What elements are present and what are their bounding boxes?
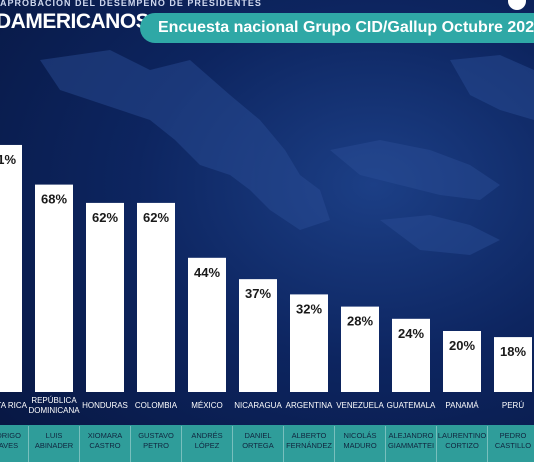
value-label: 62%: [143, 210, 169, 225]
president-name: ANDRÉS LÓPEZ: [191, 431, 222, 450]
president-name: DANIEL ORTEGA: [242, 431, 274, 450]
president-name: GUSTAVO PETRO: [138, 431, 174, 450]
region-title: DAMERICANOS: [0, 10, 150, 33]
bar: [341, 306, 379, 392]
president-name: LUIS ABINADER: [35, 431, 74, 450]
bar: [86, 202, 124, 392]
country-label: PANAMÁ: [445, 401, 479, 410]
bar-group: 28% VENEZUELA NICOLÁS MADURO: [336, 306, 384, 450]
bar-group: 18% PERÚ PEDRO CASTILLO: [494, 337, 532, 450]
bar: [137, 202, 175, 392]
president-name: PEDRO CASTILLO: [495, 431, 531, 450]
top-headline: APROBACIÓN DEL DESEMPEÑO DE PRESIDENTES: [0, 0, 262, 8]
bar-group: 20% PANAMÁ LAURENTINO CORTIZO: [438, 331, 487, 450]
value-label: 18%: [500, 344, 526, 359]
bar: [0, 144, 22, 392]
country-label: NICARAGUA: [234, 401, 282, 410]
value-label: 20%: [449, 338, 475, 353]
president-name: NICOLÁS MADURO: [343, 431, 376, 450]
country-label: REPÚBLICA DOMINICANA: [28, 396, 80, 415]
bar-group: 24% GUATEMALA ALEJANDRO GIAMMATTEI: [387, 318, 436, 450]
bar-group: 81% COSTA RICA RODRIGOCHAVES: [0, 144, 28, 450]
country-label: COLOMBIA: [135, 401, 178, 410]
president-name: RODRIGOCHAVES: [0, 431, 21, 450]
president-name-band: [0, 425, 534, 462]
country-label: COSTA RICA: [0, 401, 28, 410]
bar: [290, 294, 328, 392]
bar: [239, 279, 277, 392]
bar-group: 32% ARGENTINA ALBERTO FERNÁNDEZ: [286, 294, 333, 450]
survey-title-pill: Encuesta nacional Grupo CID/Gallup Octub…: [140, 13, 534, 43]
bar-group: 44% MÉXICO ANDRÉS LÓPEZ: [188, 257, 226, 450]
country-label: GUATEMALA: [387, 401, 436, 410]
corner-logo: [508, 0, 526, 10]
president-name: ALEJANDRO GIAMMATTEI: [388, 431, 434, 450]
value-label: 37%: [245, 286, 271, 301]
bar-group: 68% REPÚBLICA DOMINICANA LUIS ABINADER: [28, 184, 80, 450]
value-label: 28%: [347, 314, 373, 329]
value-label: 32%: [296, 301, 322, 316]
bar: [188, 257, 226, 392]
value-label: 81%: [0, 152, 16, 167]
bar: [35, 184, 73, 392]
president-name: ALBERTO FERNÁNDEZ: [286, 431, 332, 450]
bar-group: 37% NICARAGUA DANIEL ORTEGA: [234, 279, 282, 450]
bar: [494, 337, 532, 392]
bar: [443, 331, 481, 392]
value-label: 24%: [398, 326, 424, 341]
value-label: 44%: [194, 265, 220, 280]
country-label: PERÚ: [502, 401, 524, 410]
bar-group: 62% COLOMBIA GUSTAVO PETRO: [135, 202, 178, 450]
president-name: XIOMARA CASTRO: [88, 431, 123, 450]
president-name: LAURENTINO CORTIZO: [438, 431, 487, 450]
country-label: ARGENTINA: [286, 401, 333, 410]
country-label: MÉXICO: [191, 401, 223, 410]
bar: [392, 318, 430, 392]
value-label: 62%: [92, 210, 118, 225]
country-label: VENEZUELA: [336, 401, 384, 410]
bar-group: 62% HONDURAS XIOMARA CASTRO: [82, 202, 128, 450]
value-label: 68%: [41, 192, 67, 207]
country-label: HONDURAS: [82, 401, 128, 410]
